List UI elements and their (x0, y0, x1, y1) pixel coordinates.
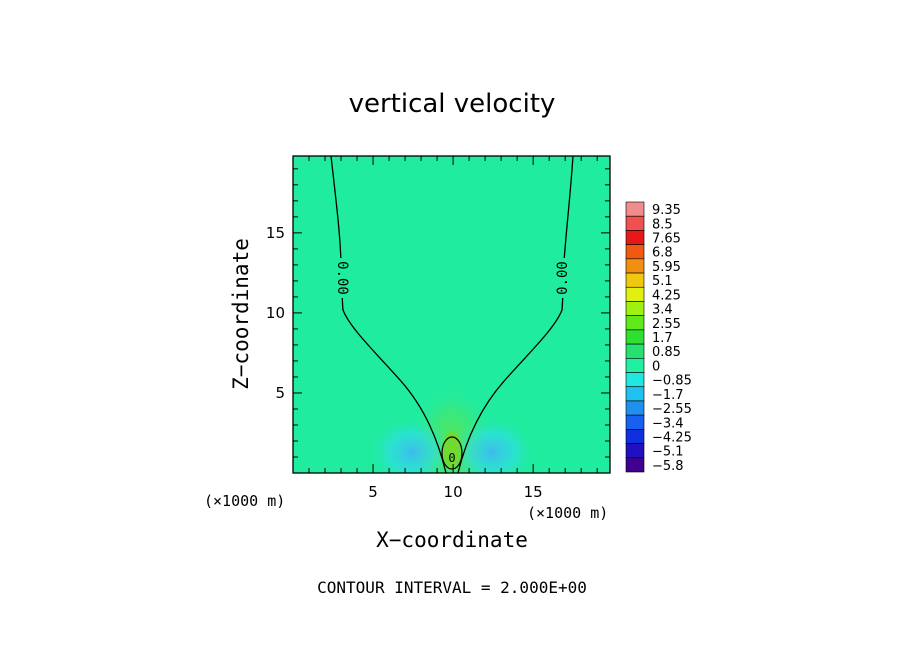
downdraft-region-right (448, 416, 536, 473)
colorbar-label: 5.1 (652, 274, 673, 289)
colorbar-label: 1.7 (652, 331, 673, 346)
colorbar-swatch (625, 343, 645, 359)
downdraft-region-left (368, 416, 456, 473)
colorbar-label: 9.35 (652, 203, 681, 218)
colorbar-swatch (625, 301, 645, 316)
contour-label: 0.00 (555, 261, 571, 295)
updraft-core (442, 432, 462, 468)
x-tick-label: 5 (368, 483, 378, 501)
colorbar-swatch (625, 244, 645, 260)
colorbar-label: 3.4 (652, 303, 673, 318)
colorbar-label: 0 (652, 359, 660, 374)
colorbar: 9.358.57.656.85.955.14.253.42.551.70.850… (625, 201, 692, 474)
colorbar-swatch (625, 386, 645, 402)
colorbar-swatch (625, 372, 645, 388)
colorbar-swatch (625, 358, 645, 373)
chart-title: vertical velocity (349, 89, 556, 119)
colorbar-label: 0.85 (652, 345, 681, 360)
colorbar-label: −3.4 (652, 416, 684, 431)
colorbar-label: −5.1 (652, 445, 684, 460)
colorbar-swatch (625, 286, 645, 302)
plot-area: 0.00 0.00 0 (293, 156, 610, 473)
colorbar-swatch (625, 201, 645, 217)
contour-interval-text: CONTOUR INTERVAL = 2.000E+00 (317, 578, 587, 597)
colorbar-swatch (625, 443, 645, 459)
colorbar-label: −1.7 (652, 388, 684, 403)
colorbar-swatch (625, 429, 645, 444)
colorbar-label: 4.25 (652, 288, 681, 303)
x-axis-label: X−coordinate (376, 528, 528, 552)
colorbar-label: −4.25 (652, 430, 692, 445)
colorbar-swatch (625, 329, 645, 345)
x-tick-label: 15 (524, 483, 543, 501)
y-tick-label: 15 (266, 224, 285, 242)
contour-label: 0.00 (334, 261, 350, 295)
colorbar-swatch (625, 315, 645, 331)
colorbar-swatch (625, 215, 645, 231)
plot-frame (292, 155, 611, 474)
x-unit-label: (×1000 m) (204, 492, 285, 510)
colorbar-swatch (625, 230, 645, 245)
colorbar-label: 5.95 (652, 260, 681, 275)
colorbar-swatch (625, 400, 645, 416)
colorbar-label: 2.55 (652, 317, 681, 332)
colorbar-label: 6.8 (652, 246, 673, 261)
y-tick-label: 10 (266, 304, 285, 322)
x-axis-ticks: 5 10 15 (308, 156, 598, 501)
colorbar-label: −2.55 (652, 402, 692, 417)
colorbar-label: 7.65 (652, 232, 681, 247)
y-unit-label: (×1000 m) (527, 504, 608, 522)
y-axis-label: Z−coordinate (229, 238, 253, 390)
colorbar-label: −5.8 (652, 459, 684, 474)
inner-contour (441, 436, 463, 470)
contour-label: 0 (448, 451, 455, 465)
y-axis-ticks: 5 10 15 (266, 168, 610, 458)
colorbar-swatch (625, 457, 645, 473)
colorbar-swatch (625, 258, 645, 274)
colorbar-swatch (625, 414, 645, 430)
y-tick-label: 5 (275, 384, 285, 402)
zero-contour-right (457, 156, 574, 473)
colorbar-label: −0.85 (652, 374, 692, 389)
colorbar-label: 8.5 (652, 217, 673, 232)
colorbar-swatch (625, 272, 645, 288)
zero-contour-left (330, 156, 447, 473)
x-tick-label: 10 (444, 483, 463, 501)
